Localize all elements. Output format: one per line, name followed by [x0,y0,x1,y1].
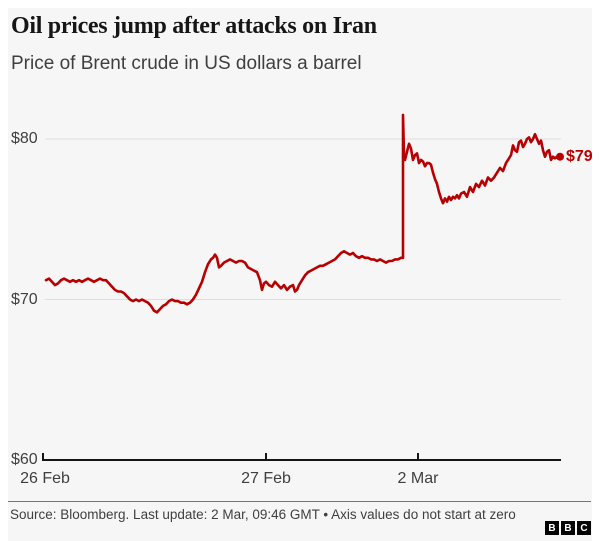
chart-background-panel [8,8,592,541]
y-axis-tick-label: $70 [11,290,38,308]
bbc-logo-letter: B [545,521,559,535]
y-axis-tick-label: $80 [11,130,38,147]
x-axis-tick-label: 27 Feb [241,470,291,487]
bbc-logo-letter: C [577,521,591,535]
chart-subtitle: Price of Brent crude in US dollars a bar… [11,53,362,74]
gridlines [45,138,561,300]
latest-price-dot [556,152,564,161]
y-axis-tick-label: $60 [11,451,38,468]
price-line-series [44,113,562,314]
chart-title: Oil prices jump after attacks on Iran [11,13,377,39]
source-note: Source: Bloomberg. Last update: 2 Mar, 0… [10,507,516,522]
x-axis-tick-label: 26 Feb [20,470,70,487]
x-axis [42,453,561,461]
footer-divider [8,501,591,502]
latest-price-label: $79 [566,148,593,165]
x-axis-tick-label: 2 Mar [397,470,439,487]
bbc-logo-letter: B [561,521,575,535]
bbc-logo: B B C [545,521,591,535]
